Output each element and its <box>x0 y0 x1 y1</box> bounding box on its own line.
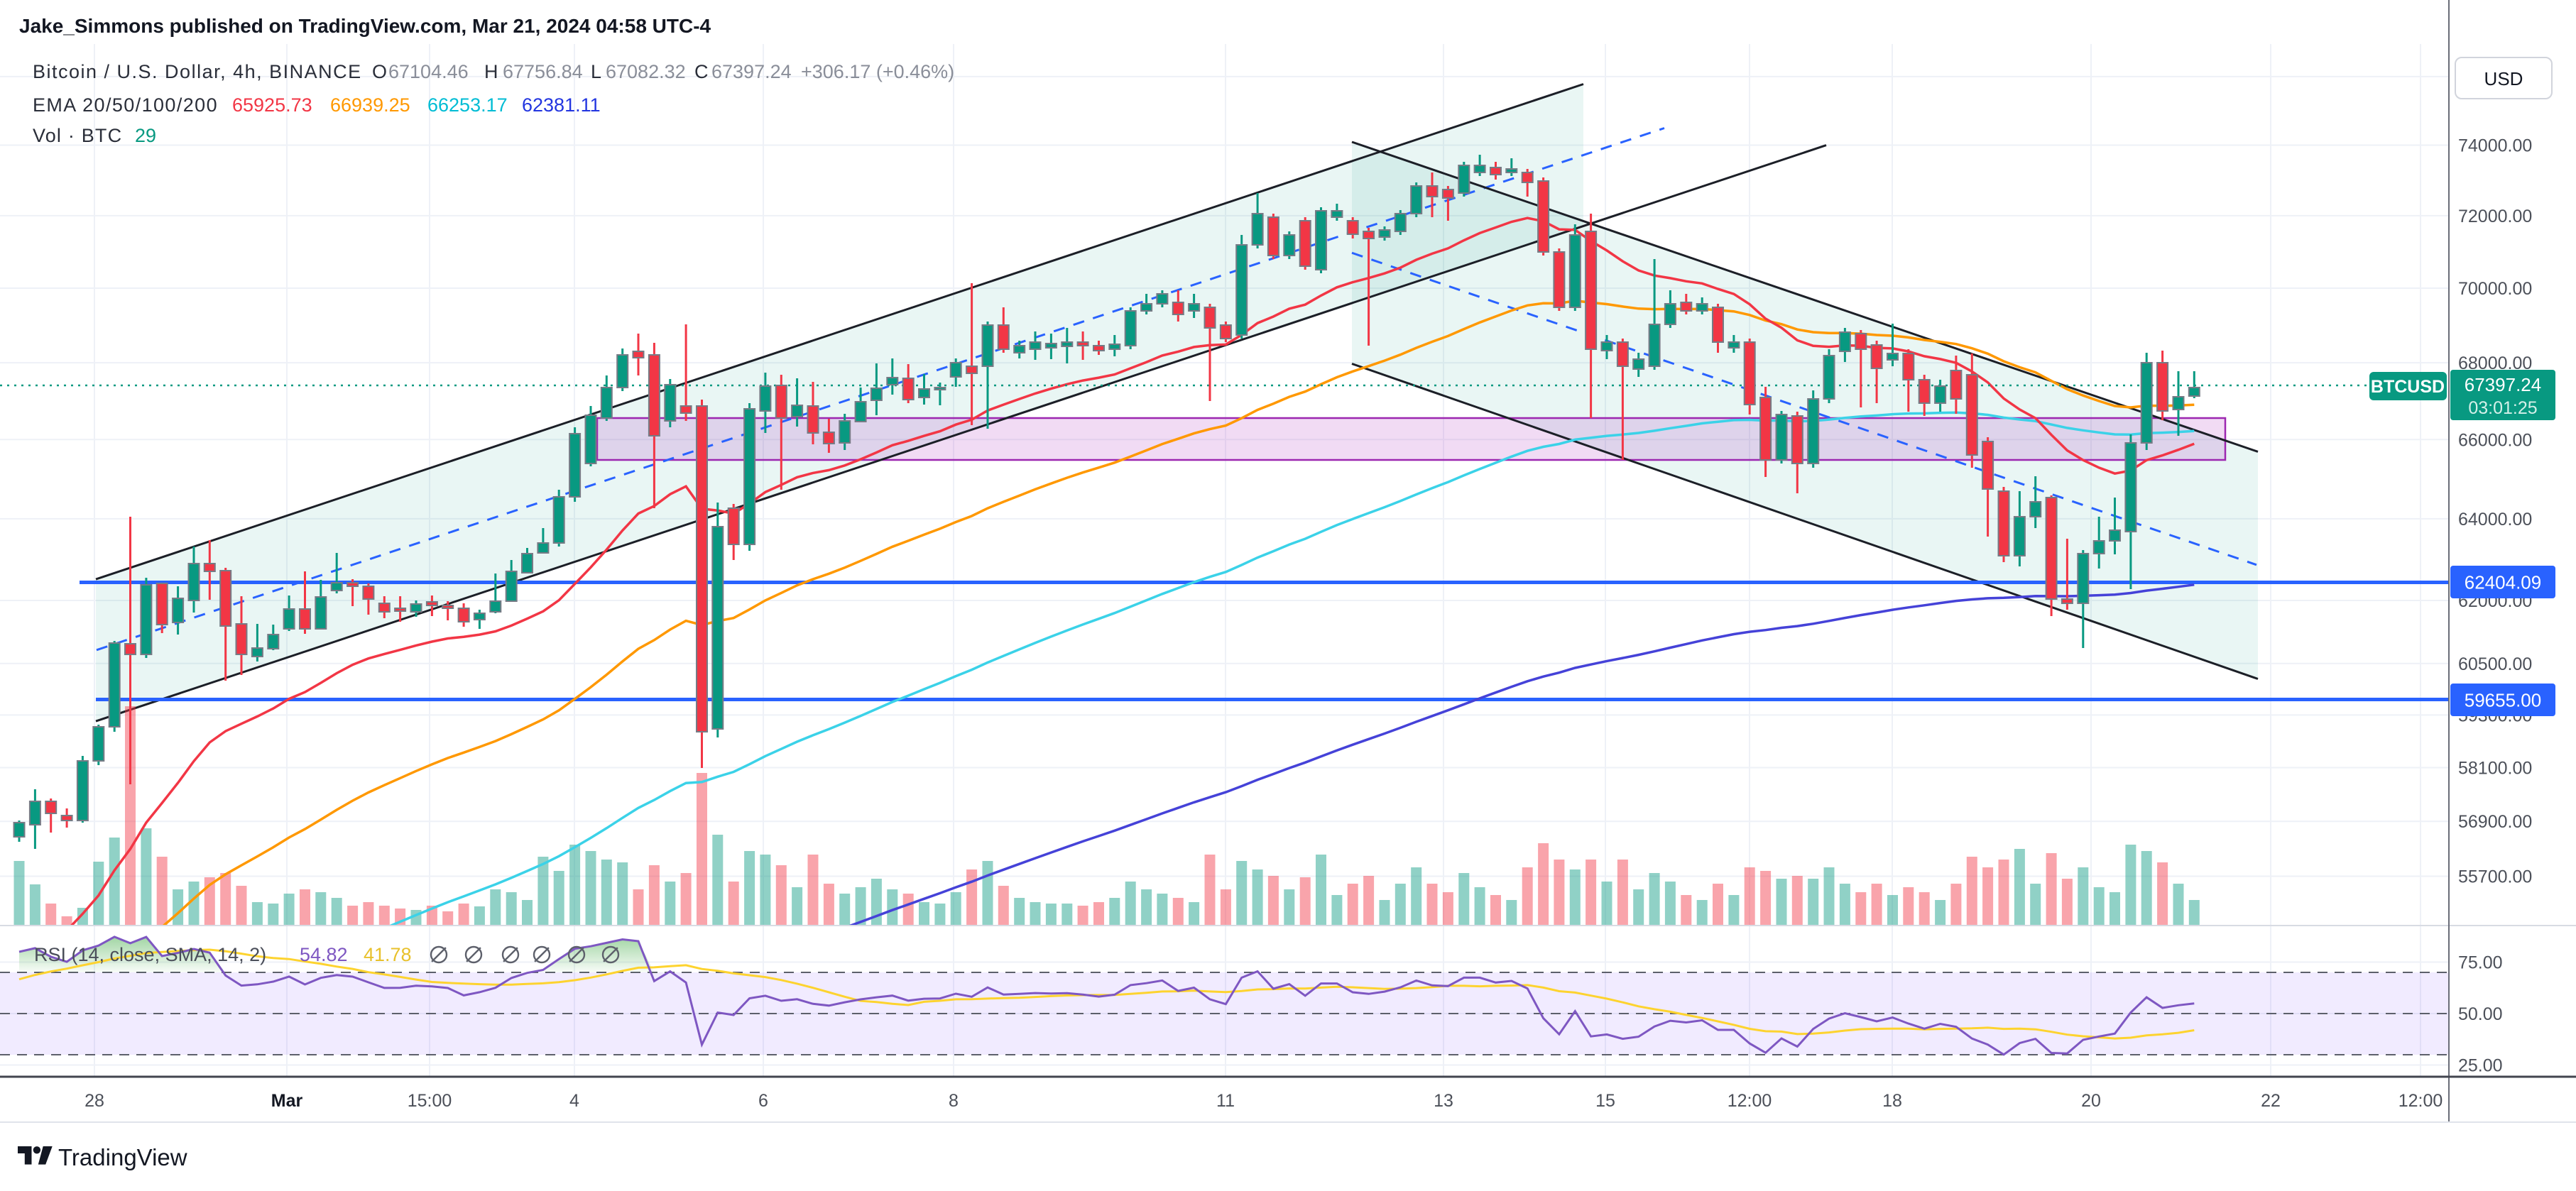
svg-text:67104.46: 67104.46 <box>388 61 469 82</box>
svg-text:67397.24: 67397.24 <box>711 61 792 82</box>
svg-text:RSI (14, close, SMA, 14, 2): RSI (14, close, SMA, 14, 2) <box>34 944 266 965</box>
svg-text:03:01:25: 03:01:25 <box>2468 398 2537 418</box>
svg-text:28: 28 <box>84 1091 104 1111</box>
svg-text:64000.00: 64000.00 <box>2458 510 2532 529</box>
svg-text:41.78: 41.78 <box>364 944 412 965</box>
svg-text:56900.00: 56900.00 <box>2458 812 2532 832</box>
svg-text:15:00: 15:00 <box>408 1091 452 1111</box>
svg-text:20: 20 <box>2081 1091 2101 1111</box>
svg-text:L: L <box>591 61 601 82</box>
svg-text:13: 13 <box>1434 1091 1453 1111</box>
svg-text:67082.32: 67082.32 <box>606 61 686 82</box>
svg-text:Bitcoin / U.S. Dollar, 4h, BIN: Bitcoin / U.S. Dollar, 4h, BINANCE <box>33 61 362 82</box>
svg-text:Jake_Simmons published on Trad: Jake_Simmons published on TradingView.co… <box>19 15 711 37</box>
svg-text:66000.00: 66000.00 <box>2458 430 2532 450</box>
svg-text:Vol · BTC: Vol · BTC <box>33 125 122 146</box>
svg-text:54.82: 54.82 <box>300 944 348 965</box>
svg-text:6: 6 <box>758 1091 768 1111</box>
svg-text:75.00: 75.00 <box>2458 953 2503 973</box>
svg-text:4: 4 <box>569 1091 579 1111</box>
svg-text:58100.00: 58100.00 <box>2458 759 2532 779</box>
svg-text:67397.24: 67397.24 <box>2465 374 2541 395</box>
svg-text:74000.00: 74000.00 <box>2458 136 2532 156</box>
svg-text:22: 22 <box>2261 1091 2281 1111</box>
svg-text:Mar: Mar <box>271 1091 303 1111</box>
svg-text:25.00: 25.00 <box>2458 1056 2503 1076</box>
svg-text:62381.11: 62381.11 <box>522 94 601 116</box>
svg-text:18: 18 <box>1882 1091 1902 1111</box>
svg-text:29: 29 <box>135 125 156 146</box>
svg-text:59655.00: 59655.00 <box>2465 689 2541 710</box>
svg-text:+306.17 (+0.46%): +306.17 (+0.46%) <box>801 61 954 82</box>
svg-text:70000.00: 70000.00 <box>2458 279 2532 299</box>
svg-text:72000.00: 72000.00 <box>2458 207 2532 226</box>
svg-text:67756.84: 67756.84 <box>503 61 583 82</box>
svg-text:C: C <box>694 61 709 82</box>
svg-text:BTCUSD: BTCUSD <box>2371 377 2445 397</box>
svg-text:55700.00: 55700.00 <box>2458 867 2532 887</box>
svg-text:TradingView: TradingView <box>58 1144 187 1170</box>
svg-text:12:00: 12:00 <box>2398 1091 2443 1111</box>
svg-text:EMA 20/50/100/200: EMA 20/50/100/200 <box>33 94 218 116</box>
svg-text:12:00: 12:00 <box>1728 1091 1772 1111</box>
svg-text:11: 11 <box>1216 1091 1235 1111</box>
svg-text:USD: USD <box>2484 68 2523 89</box>
svg-text:60500.00: 60500.00 <box>2458 654 2532 674</box>
svg-text:H: H <box>484 61 498 82</box>
svg-text:65925.73: 65925.73 <box>232 94 312 116</box>
svg-text:50.00: 50.00 <box>2458 1004 2503 1024</box>
svg-text:66253.17: 66253.17 <box>427 94 508 116</box>
svg-text:62404.09: 62404.09 <box>2465 571 2541 593</box>
svg-text:15: 15 <box>1595 1091 1615 1111</box>
svg-text:66939.25: 66939.25 <box>330 94 410 116</box>
svg-text:8: 8 <box>949 1091 959 1111</box>
svg-text:O: O <box>372 61 387 82</box>
